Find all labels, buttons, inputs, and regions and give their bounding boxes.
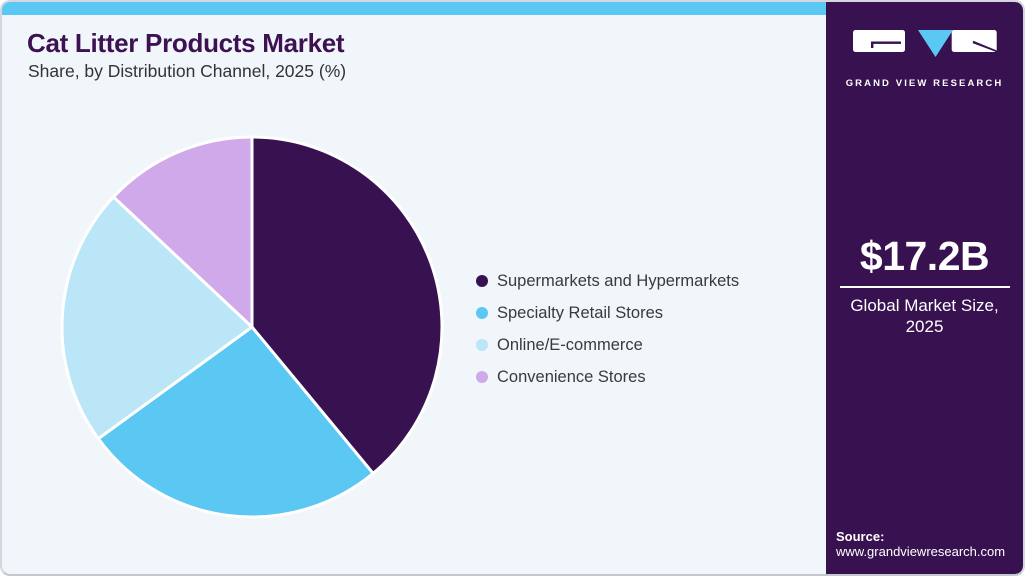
legend-dot <box>476 275 488 287</box>
gvr-logo-icon <box>852 30 997 57</box>
legend-dot <box>476 307 488 319</box>
pie-slice-1 <box>96 325 375 519</box>
top-accent-bar <box>2 2 828 15</box>
page-title: Cat Litter Products Market <box>27 28 345 58</box>
page-subtitle: Share, by Distribution Channel, 2025 (%) <box>28 61 347 81</box>
legend-item: Convenience Stores <box>476 361 739 393</box>
source-block: Source: www.grandviewresearch.com <box>836 529 1019 560</box>
legend: Supermarkets and Hypermarkets Specialty R… <box>476 265 739 393</box>
legend-item: Supermarkets and Hypermarkets <box>476 265 739 297</box>
legend-item: Online/E-commerce <box>476 329 739 361</box>
legend-dot <box>476 339 488 351</box>
legend-label: Online/E-commerce <box>497 335 643 354</box>
pie-slice-2 <box>60 195 254 441</box>
pie-chart <box>60 135 444 519</box>
legend-dot <box>476 371 488 383</box>
pie-slice-3 <box>112 135 254 329</box>
logo-text: GRAND VIEW RESEARCH <box>845 78 1004 89</box>
legend-label: Convenience Stores <box>497 367 646 386</box>
market-size-divider <box>839 286 1010 288</box>
legend-label: Supermarkets and Hypermarkets <box>497 271 740 290</box>
market-size-label: Global Market Size, 2025 <box>850 295 999 336</box>
source-url: www.grandviewresearch.com <box>836 544 1006 560</box>
legend-label: Specialty Retail Stores <box>497 303 663 322</box>
market-size-block: $17.2B Global Market Size, 2025 <box>826 236 1023 337</box>
gvr-logo: GRAND VIEW RESEARCH <box>826 30 1023 89</box>
legend-item: Specialty Retail Stores <box>476 297 739 329</box>
source-label: Source: <box>836 528 885 544</box>
market-size-value: $17.2B <box>859 233 990 279</box>
sidebar: GRAND VIEW RESEARCH $17.2B Global Market… <box>826 2 1023 574</box>
pie-slice-0 <box>250 135 444 475</box>
